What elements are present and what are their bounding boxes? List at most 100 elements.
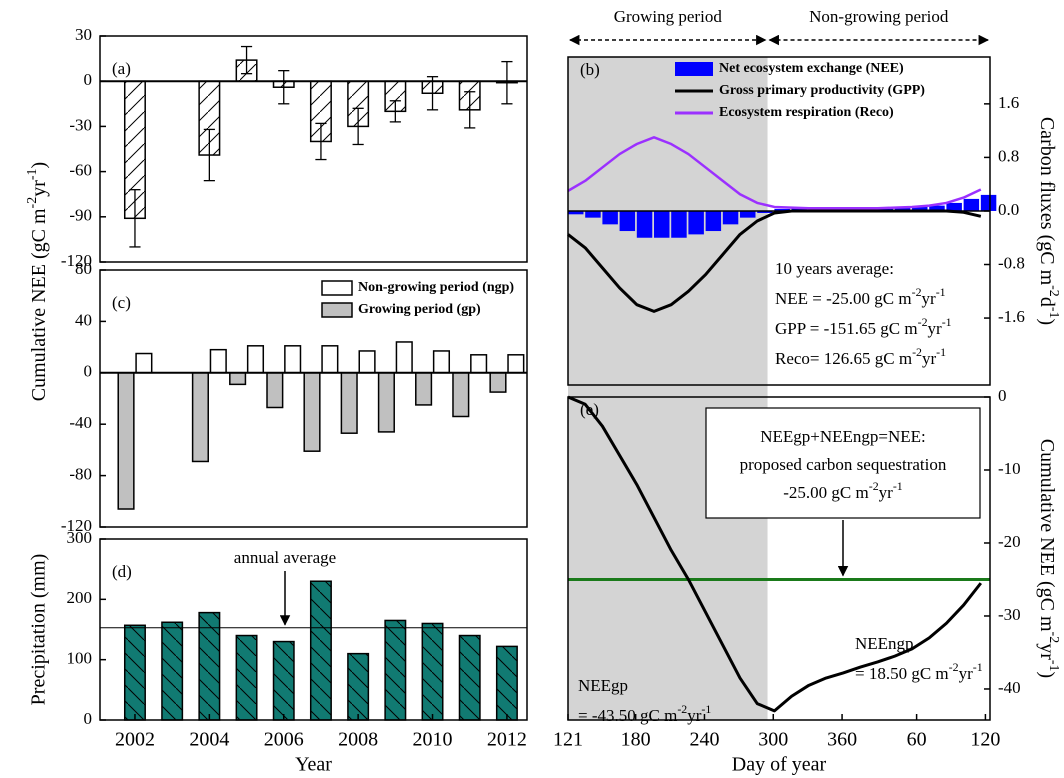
annotation-box bbox=[705, 407, 981, 519]
annotation-part: -1 bbox=[701, 702, 711, 716]
legend-label: Ecosystem respiration (Reco) bbox=[719, 105, 894, 120]
bar bbox=[489, 372, 507, 393]
plot-frame bbox=[99, 35, 528, 263]
annotation: Reco= 126.65 gC m-2yr-1 bbox=[775, 345, 946, 368]
y-axis-title-part: -1 bbox=[1046, 307, 1061, 319]
flux-bar bbox=[740, 210, 756, 218]
bar bbox=[395, 341, 413, 374]
x-axis-title: Year bbox=[295, 754, 332, 776]
annotation-part: yr bbox=[928, 319, 943, 338]
period-label: Non-growing period bbox=[809, 7, 949, 26]
bar bbox=[266, 372, 284, 409]
legend-swatch bbox=[321, 302, 353, 318]
annotation-part: -1 bbox=[893, 479, 903, 493]
legend-swatch bbox=[321, 280, 353, 296]
y-tick-label: -30 bbox=[69, 115, 92, 134]
y-tick-label: 0 bbox=[84, 709, 93, 728]
x-tick-label: 2002 bbox=[115, 729, 155, 751]
flux-bar bbox=[619, 210, 636, 232]
bar bbox=[377, 372, 395, 433]
annotation-part: yr bbox=[879, 483, 894, 502]
annotation-part: -2 bbox=[912, 285, 922, 299]
flux-bar bbox=[946, 202, 962, 211]
y-tick-label: 0 bbox=[998, 386, 1007, 405]
annotation: = 18.50 gC m-2yr-1 bbox=[855, 660, 983, 683]
y-axis-title-part: ) bbox=[28, 162, 50, 169]
bar bbox=[384, 619, 407, 721]
annotation: 10 years average: bbox=[775, 259, 894, 278]
y-tick-label: -40 bbox=[69, 413, 92, 432]
annotation-part: Reco= 126.65 gC m bbox=[775, 349, 912, 368]
y-axis-title-part: -2 bbox=[1046, 285, 1061, 297]
flux-bar bbox=[654, 210, 670, 238]
flux-bar bbox=[980, 194, 997, 211]
flux-bar bbox=[963, 198, 980, 211]
y-axis-title-part: -1 bbox=[25, 168, 40, 180]
bar bbox=[284, 345, 302, 374]
y-tick-label: -120 bbox=[61, 516, 92, 535]
flux-bar bbox=[791, 207, 808, 211]
annotation: proposed carbon sequestration bbox=[740, 455, 947, 474]
y-tick-label: 40 bbox=[75, 310, 92, 329]
y-axis-title-part: Carbon fluxes (gC m bbox=[1036, 117, 1058, 286]
annotation: NEEgp bbox=[578, 676, 628, 695]
x-axis-title: Day of year bbox=[732, 754, 827, 776]
annotation-part: NEE = -25.00 gC m bbox=[775, 289, 912, 308]
panel-label: (b) bbox=[580, 60, 600, 79]
y-tick-label: -60 bbox=[69, 161, 92, 180]
annotation-part: -1 bbox=[936, 345, 946, 359]
annotation-part: -25.00 gC m bbox=[783, 483, 868, 502]
x-tick-label: 360 bbox=[827, 729, 857, 751]
x-tick-label: 240 bbox=[689, 729, 719, 751]
y-tick-label: 1.6 bbox=[998, 93, 1019, 112]
y-tick-label: -10 bbox=[998, 459, 1021, 478]
plot-frame bbox=[567, 56, 991, 386]
legend-label: Gross primary productivity (GPP) bbox=[719, 83, 925, 98]
flux-bar bbox=[705, 210, 722, 232]
annotation-part: = -43.50 gC m bbox=[578, 706, 677, 725]
flux-bar bbox=[568, 210, 584, 215]
panel-label: (e) bbox=[580, 400, 599, 419]
bar bbox=[235, 634, 258, 721]
y-axis-title-part: -2 bbox=[1046, 632, 1061, 644]
annotation-part: -2 bbox=[918, 315, 928, 329]
y-axis-title-part: ) bbox=[1036, 318, 1058, 325]
y-axis-title-part: yr bbox=[28, 180, 50, 197]
y-axis-title-part: ) bbox=[1036, 672, 1058, 679]
bar bbox=[246, 345, 265, 374]
bar bbox=[470, 354, 488, 374]
annotation-part: GPP = -151.65 gC m bbox=[775, 319, 918, 338]
y-axis-title: Carbon fluxes (gC m-2d-1) bbox=[1036, 117, 1061, 325]
panel-label: (a) bbox=[112, 59, 131, 78]
y-axis-title-part: d bbox=[1036, 297, 1058, 307]
annotation-part: = 18.50 gC m bbox=[855, 664, 949, 683]
flux-bar bbox=[602, 210, 618, 225]
bar bbox=[432, 350, 451, 374]
bar bbox=[458, 634, 481, 721]
y-axis-title: Precipitation (mm) bbox=[28, 554, 50, 706]
y-tick-label: 30 bbox=[75, 25, 92, 44]
x-tick-label: 60 bbox=[907, 729, 927, 751]
legend-label: Non-growing period (ngp) bbox=[358, 280, 514, 295]
plot-frame bbox=[99, 269, 528, 528]
panel-label: (c) bbox=[112, 293, 131, 312]
x-tick-label: 2004 bbox=[189, 729, 229, 751]
legend-label: Growing period (gp) bbox=[358, 302, 481, 317]
y-axis-title-part: yr bbox=[1036, 643, 1058, 660]
y-axis-title-part: -2 bbox=[25, 197, 40, 209]
bar bbox=[303, 372, 321, 452]
bar bbox=[507, 354, 525, 374]
bar bbox=[209, 348, 227, 374]
bar bbox=[321, 345, 339, 374]
annotation-part: -1 bbox=[942, 315, 952, 329]
y-tick-label: 200 bbox=[67, 588, 93, 607]
legend-swatch bbox=[675, 62, 713, 76]
flux-bar bbox=[671, 210, 687, 238]
y-tick-label: 0.0 bbox=[998, 200, 1019, 219]
y-tick-label: -20 bbox=[998, 532, 1021, 551]
y-axis-title: Cumulative NEE (gC m-2yr-1) bbox=[25, 162, 50, 401]
y-tick-label: -120 bbox=[61, 251, 92, 270]
flux-bar bbox=[929, 205, 945, 211]
annotation-part: yr bbox=[959, 664, 974, 683]
